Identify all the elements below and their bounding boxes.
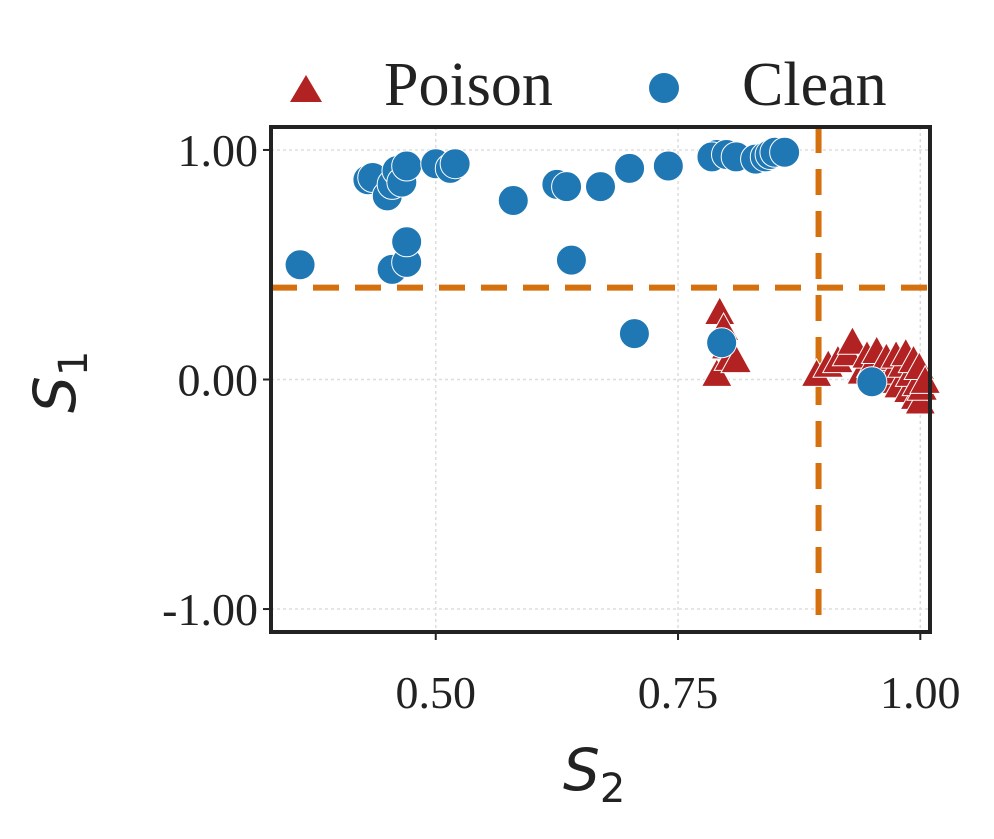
poison-point — [836, 325, 869, 355]
y-axis-title-base: S — [21, 376, 89, 413]
legend: Poison Clean — [290, 51, 887, 119]
x-axis-title-base: S — [563, 736, 600, 804]
clean-point — [439, 148, 471, 180]
y-axis-title-sub: 1 — [51, 351, 97, 376]
poison-point — [909, 364, 942, 394]
clean-point — [652, 150, 684, 182]
poison-point — [720, 344, 753, 374]
clean-point — [856, 366, 888, 398]
x-tick-label: 0.75 — [638, 667, 719, 718]
clean-point — [555, 244, 587, 276]
legend-poison-marker — [290, 75, 322, 102]
legend-poison-label: Poison — [384, 51, 553, 119]
clean-point — [391, 150, 423, 182]
grid-layer — [271, 127, 930, 632]
y-tick-label: -1.00 — [162, 584, 258, 635]
x-tick-label: 1.00 — [880, 667, 961, 718]
legend-clean-marker — [649, 73, 679, 103]
clean-point — [706, 327, 738, 359]
clean-point — [614, 152, 646, 184]
clean-point — [551, 171, 583, 203]
y-axis-title: S1 — [21, 351, 97, 413]
clean-point — [618, 318, 650, 350]
clean-point — [585, 171, 616, 203]
clean-point — [769, 136, 801, 168]
y-tick-label: 1.00 — [178, 125, 259, 176]
x-axis-title: S2 — [563, 736, 625, 812]
clean-point — [497, 184, 529, 216]
tick-layer: 0.50 0.75 1.00 1.00 0.00 -1.00 — [162, 125, 960, 718]
clean-point — [284, 249, 316, 281]
clean-point — [391, 226, 423, 258]
x-axis-title-sub: 2 — [600, 766, 625, 812]
x-tick-label: 0.50 — [396, 667, 477, 718]
y-tick-label: 0.00 — [178, 355, 259, 406]
points-layer — [284, 136, 942, 415]
legend-clean-label: Clean — [742, 51, 887, 119]
